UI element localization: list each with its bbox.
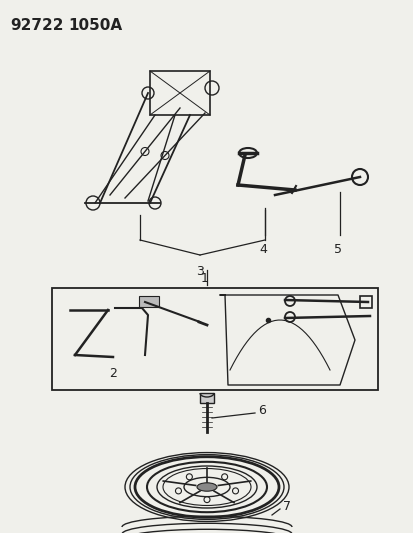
Text: 6: 6: [257, 405, 265, 417]
Bar: [150, 71, 209, 115]
Text: 1: 1: [201, 272, 209, 285]
Bar: [359, 296, 371, 308]
Text: 92722: 92722: [10, 18, 63, 33]
Text: 4: 4: [259, 243, 266, 256]
Bar: [139, 296, 159, 307]
Text: 3: 3: [196, 265, 204, 278]
Bar: [199, 393, 214, 403]
Ellipse shape: [197, 483, 216, 491]
Bar: [52, 288, 377, 390]
Text: 7: 7: [282, 500, 290, 513]
Text: 5: 5: [333, 243, 341, 256]
Text: 1050A: 1050A: [68, 18, 122, 33]
Text: 2: 2: [109, 367, 116, 380]
